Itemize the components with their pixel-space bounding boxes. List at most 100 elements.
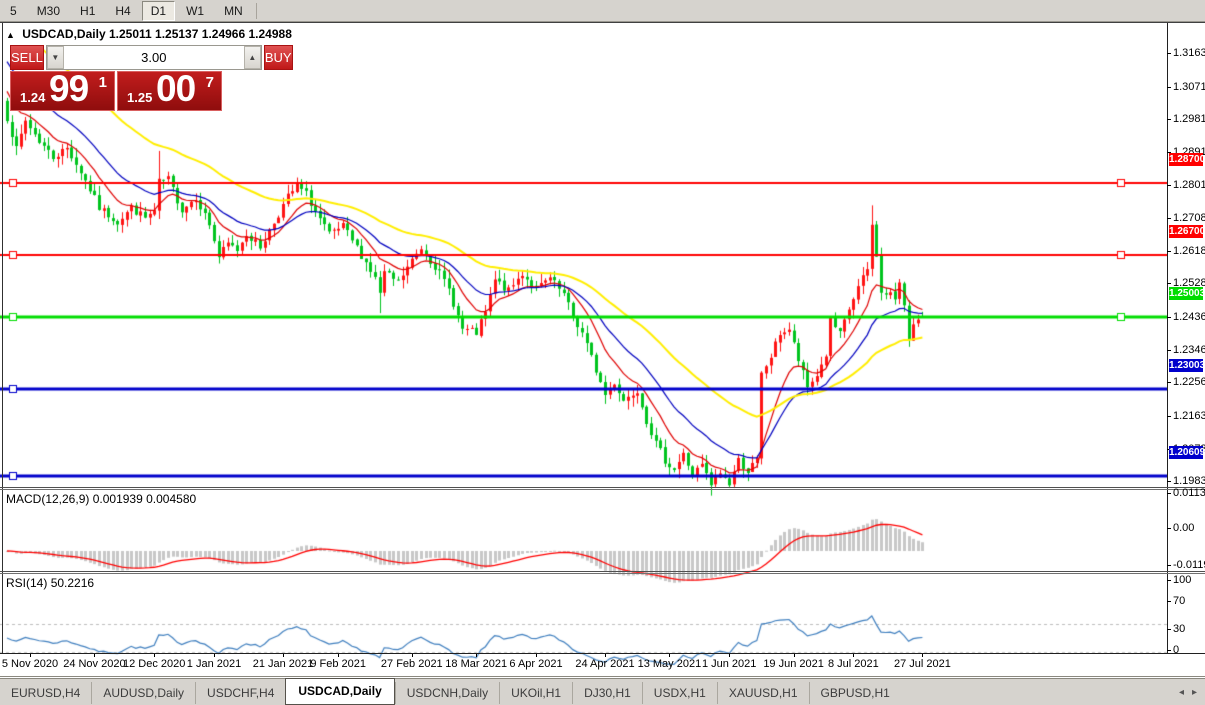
- rsi-axis-tick: [1167, 601, 1171, 602]
- timeframe-button-5[interactable]: 5: [10, 3, 17, 18]
- price-axis-label: 1.21635: [1173, 409, 1205, 422]
- price-axis-label: 1.23460: [1173, 343, 1205, 356]
- date-axis-tick: [729, 654, 731, 657]
- price-axis-tick: [1167, 316, 1171, 318]
- volume-increase-icon[interactable]: ▲: [243, 46, 261, 69]
- hline-price-label: 1.20609: [1169, 446, 1205, 460]
- volume-decrease-icon[interactable]: ▼: [46, 46, 64, 69]
- macd-axis-tick: [1167, 528, 1171, 529]
- price-axis-label: 1.22560: [1173, 376, 1205, 389]
- symbol-triangle-icon: ▲: [6, 30, 15, 40]
- price-axis-tick: [1167, 250, 1171, 252]
- price-axis-label: 1.27085: [1173, 212, 1205, 225]
- price-axis-line: [1167, 23, 1168, 653]
- macd-axis-label: 0.00: [1173, 522, 1195, 534]
- price-axis-tick: [1167, 481, 1171, 483]
- macd-pane-canvas[interactable]: [0, 512, 1167, 594]
- ask-price-big: 00: [156, 68, 196, 109]
- date-axis-tick: [922, 654, 924, 657]
- rsi-pane-canvas[interactable]: [0, 596, 1167, 676]
- price-axis-tick: [1167, 86, 1171, 88]
- one-click-trade-panel: SELL ▼ ▲ BUY 1.24 99 1 1.25 00 7: [10, 45, 293, 111]
- volume-input[interactable]: [63, 46, 244, 69]
- timeframe-button-m30[interactable]: M30: [36, 3, 61, 18]
- macd-indicator-label: MACD(12,26,9) 0.001939 0.004580: [6, 492, 197, 506]
- rsi-axis-label: 100: [1173, 574, 1192, 586]
- rsi-axis-tick: [1167, 580, 1171, 581]
- macd-axis-tick: [1167, 492, 1171, 494]
- price-chart-canvas[interactable]: [0, 46, 1167, 510]
- price-axis-label: 1.29810: [1173, 113, 1205, 126]
- pane-separator[interactable]: [0, 487, 1205, 488]
- chart-tab-ukoil-h1[interactable]: UKOil,H1: [499, 681, 572, 704]
- chart-title: ▲ USDCAD,Daily 1.25011 1.25137 1.24966 1…: [6, 27, 292, 41]
- timeframe-button-h4[interactable]: H4: [115, 3, 131, 18]
- bid-price-prefix: 1.24: [20, 90, 46, 105]
- date-axis-line: [0, 653, 1205, 654]
- sell-button[interactable]: SELL: [10, 45, 44, 70]
- chart-tab-gbpusd-h1[interactable]: GBPUSD,H1: [808, 681, 901, 704]
- date-axis-tick: [669, 654, 671, 657]
- hline-price-label: 1.25003: [1169, 286, 1205, 300]
- tab-nav-right-icon[interactable]: ▸: [1191, 687, 1197, 698]
- hline-price-label: 1.26700: [1169, 225, 1205, 239]
- date-axis-label: 27 Jul 2021: [893, 658, 951, 670]
- date-axis-tick: [30, 654, 31, 657]
- bid-price-big: 99: [49, 68, 89, 109]
- chart-tab-eurusd-h4[interactable]: EURUSD,H4: [11, 685, 81, 700]
- date-axis-label: 27 Feb 2021: [380, 658, 443, 670]
- rsi-axis-tick: [1167, 650, 1171, 651]
- timeframe-button-h1[interactable]: H1: [80, 3, 96, 18]
- price-axis-tick: [1167, 151, 1171, 153]
- date-axis-tick: [853, 654, 855, 657]
- date-axis-label: 13 May 2021: [637, 658, 702, 670]
- timeframe-button-mn[interactable]: MN: [224, 3, 243, 18]
- price-axis-label: 1.19835: [1173, 475, 1205, 488]
- date-axis-tick: [338, 654, 340, 657]
- rsi-value: 50.2216: [50, 576, 95, 590]
- bid-price-pip: 1: [98, 74, 107, 91]
- hline-price-label: 1.28700: [1169, 152, 1205, 166]
- date-axis-label: 6 Apr 2021: [509, 658, 563, 670]
- timeframe-button-d1[interactable]: D1: [141, 0, 176, 21]
- ohlc-close: 1.24988: [248, 27, 292, 41]
- date-axis-tick: [411, 654, 413, 657]
- price-axis-tick: [1167, 119, 1171, 121]
- buy-button[interactable]: BUY: [263, 45, 293, 70]
- rsi-axis-label: 30: [1173, 623, 1186, 635]
- pane-separator: [0, 573, 1205, 574]
- tab-nav-left-icon[interactable]: ◂: [1178, 687, 1184, 698]
- chart-tab-usdx-h1[interactable]: USDX,H1: [641, 681, 717, 704]
- date-axis-label: 8 Jul 2021: [828, 658, 879, 670]
- chart-left-border: [2, 23, 3, 653]
- date-axis-label: 1 Jan 2021: [186, 658, 242, 670]
- chart-tab-usdcad-daily[interactable]: USDCAD,Daily: [285, 677, 395, 705]
- price-axis-label: 1.30710: [1173, 80, 1205, 93]
- date-axis-label: 12 Dec 2020: [122, 658, 186, 670]
- volume-stepper: ▼ ▲: [45, 45, 262, 70]
- chart-tab-xauusd-h1[interactable]: XAUUSD,H1: [716, 681, 809, 704]
- date-axis-tick: [94, 654, 96, 657]
- chart-tab-usdchf-h4[interactable]: USDCHF,H4: [195, 681, 285, 704]
- chart-tab-audusd-daily[interactable]: AUDUSD,Daily: [91, 681, 195, 704]
- bid-price-box[interactable]: 1.24 99 1: [10, 68, 115, 111]
- pane-separator[interactable]: [0, 571, 1205, 572]
- ohlc-low: 1.24966: [201, 27, 246, 41]
- ask-price-pip: 7: [205, 74, 214, 91]
- chart-tab-dj30-h1[interactable]: DJ30,H1: [572, 681, 642, 704]
- rsi-axis-tick: [1167, 629, 1171, 630]
- price-axis-tick: [1167, 349, 1171, 351]
- date-axis-label: 21 Jan 2021: [252, 658, 314, 670]
- timeframe-button-w1[interactable]: W1: [186, 3, 205, 18]
- price-axis-tick: [1167, 53, 1171, 54]
- chart-tab-usdcnh-daily[interactable]: USDCNH,Daily: [394, 681, 499, 704]
- macd-signal-value: 0.004580: [146, 492, 197, 506]
- date-axis-label: 18 Mar 2021: [445, 658, 508, 670]
- price-axis-label: 1.25285: [1173, 277, 1205, 290]
- date-axis-tick: [793, 654, 795, 657]
- ask-price-box[interactable]: 1.25 00 7: [117, 68, 222, 111]
- macd-axis-tick: [1167, 564, 1171, 566]
- price-axis-tick: [1167, 184, 1171, 186]
- date-axis-tick: [476, 654, 478, 657]
